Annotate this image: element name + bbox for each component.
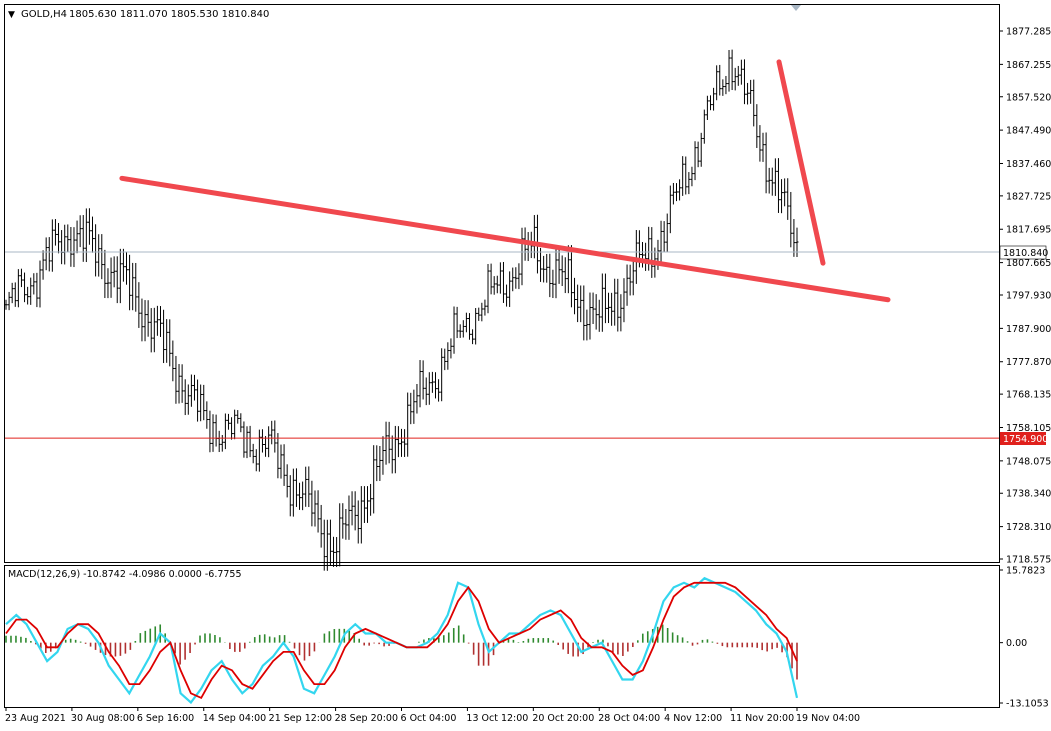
macd-indicator (5, 576, 799, 705)
macd-tick-label: 0.00 (1006, 638, 1027, 649)
price-tick-label: 1768.135 (1006, 390, 1051, 401)
price-tick-label: 1758.105 (1006, 423, 1051, 434)
time-tick-label: 11 Nov 20:00 (730, 713, 794, 724)
time-axis: 23 Aug 2021 30 Aug 08:00 6 Sep 16:00 14 Sep… (5, 708, 860, 724)
price-tick-label: 1728.310 (1006, 522, 1051, 533)
price-tick-label: 1827.725 (1006, 191, 1051, 202)
time-tick-label: 6 Sep 16:00 (137, 713, 194, 724)
price-tick-label: 1807.665 (1006, 258, 1051, 269)
price-tick-label: 1817.695 (1006, 225, 1051, 236)
symbol-menu-icon[interactable]: ▼ (8, 10, 15, 20)
price-tick-label: 1738.340 (1006, 489, 1051, 500)
time-tick-label: 21 Sep 12:00 (269, 713, 332, 724)
macd-tick-label: -13.1053 (1006, 699, 1049, 710)
macd-signal-line (5, 581, 798, 700)
chart-lines (5, 59, 999, 439)
macd-axis: 15.7823 0.00 -13.1053 (999, 566, 1049, 710)
steep-trendline (776, 59, 826, 266)
price-tick-label: 1797.930 (1006, 291, 1051, 302)
chart-ohlc: 1805.630 1811.070 1805.530 1810.840 (69, 9, 269, 20)
macd-panel-frame (4, 565, 1000, 708)
price-tick-label: 1787.900 (1006, 324, 1051, 335)
level-price-label: 1754.900 (1003, 434, 1048, 445)
chart-symbol: GOLD,H4 (21, 9, 67, 20)
time-tick-label: 30 Aug 08:00 (71, 713, 135, 724)
bid-price-label: 1810.840 (1003, 248, 1048, 259)
time-tick-label: 20 Oct 20:00 (532, 713, 594, 724)
bid-price-tag (999, 245, 1047, 260)
time-tick-label: 23 Aug 2021 (5, 713, 66, 724)
price-tick-label: 1867.255 (1006, 60, 1051, 71)
price-axis: 1877.285 1867.255 1857.520 1847.490 1837.460… (999, 27, 1051, 566)
price-tick-label: 1748.075 (1006, 456, 1051, 467)
price-tick-label: 1837.460 (1006, 159, 1051, 170)
time-tick-label: 19 Nov 04:00 (796, 713, 860, 724)
time-tick-label: 28 Oct 04:00 (598, 713, 660, 724)
price-tick-label: 1857.520 (1006, 92, 1051, 103)
level-price-tag (1000, 432, 1046, 445)
price-bars (4, 49, 799, 571)
time-tick-label: 14 Sep 04:00 (203, 713, 266, 724)
time-tick-label: 4 Nov 12:00 (664, 713, 722, 724)
price-tick-label: 1877.285 (1006, 27, 1051, 38)
macd-tick-label: 15.7823 (1006, 566, 1045, 577)
main-chart-frame (4, 4, 1000, 563)
time-tick-label: 6 Oct 04:00 (401, 713, 457, 724)
shift-marker-icon[interactable] (791, 5, 801, 11)
price-tick-label: 1777.870 (1006, 357, 1051, 368)
descending-trendline (119, 175, 891, 303)
price-tick-label: 1847.490 (1006, 126, 1051, 137)
time-tick-label: 28 Sep 20:00 (335, 713, 398, 724)
macd-title: MACD(12,26,9) -10.8742 -4.0986 0.0000 -6… (8, 569, 242, 580)
price-tick-label: 1718.575 (1006, 555, 1051, 566)
time-tick-label: 13 Oct 12:00 (466, 713, 528, 724)
